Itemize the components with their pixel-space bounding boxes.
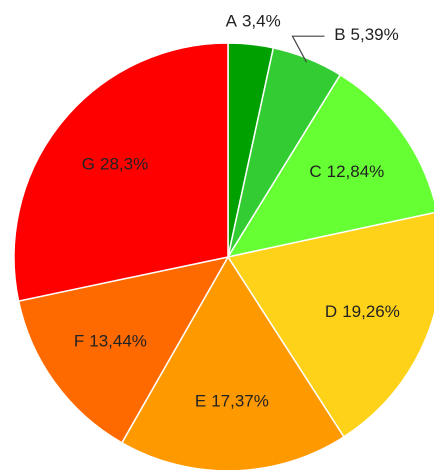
value-label: 19,26% <box>342 302 400 321</box>
category-label: F <box>74 332 84 351</box>
data-label: E 17,37% <box>195 392 269 411</box>
data-label: A 3,4% <box>226 12 281 31</box>
category-label: A <box>226 12 238 31</box>
data-label: D 19,26% <box>325 302 400 321</box>
pie-slice <box>13 42 229 302</box>
data-label: F 13,44% <box>74 332 147 351</box>
pie-slice <box>17 255 230 444</box>
pie-slice <box>226 211 434 438</box>
value-label: 28,3% <box>100 155 148 174</box>
category-label: E <box>195 392 206 411</box>
value-label: 3,4% <box>242 12 281 31</box>
data-label: G 28,3% <box>82 155 148 174</box>
value-label: 13,44% <box>89 332 147 351</box>
category-label: D <box>325 302 337 321</box>
value-label: 17,37% <box>211 392 269 411</box>
leader-line <box>291 35 325 63</box>
category-label: C <box>309 163 321 182</box>
pie-slice <box>120 255 345 470</box>
category-label: B <box>334 26 345 45</box>
data-label: C 12,84% <box>309 163 384 182</box>
value-label: 12,84% <box>327 163 385 182</box>
data-label: B 5,39% <box>334 26 399 45</box>
value-label: 5,39% <box>351 26 399 45</box>
category-label: G <box>82 155 95 174</box>
